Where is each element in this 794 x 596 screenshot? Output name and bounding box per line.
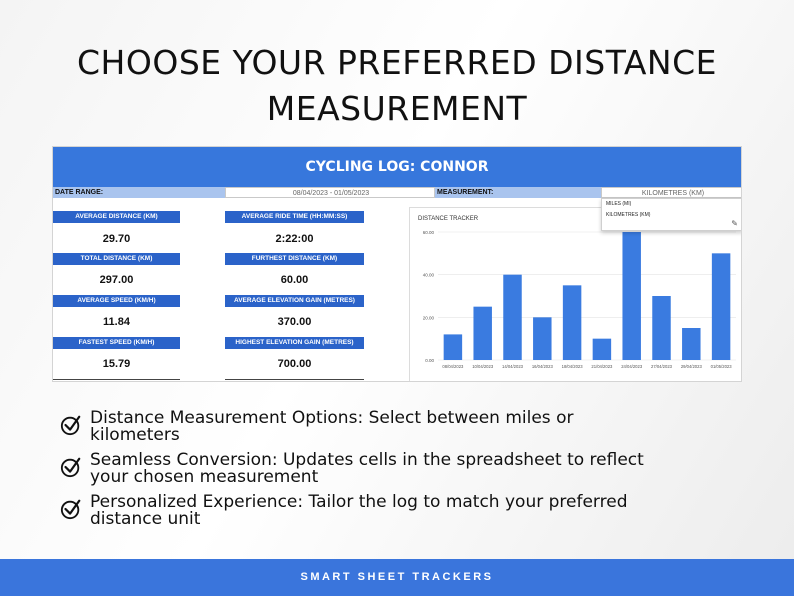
stat-value-avg-distance: 29.70 bbox=[102, 233, 131, 245]
bar bbox=[533, 317, 552, 360]
x-tick-label: 24/04/2023 bbox=[621, 364, 643, 369]
feature-text-line-1: Personalized Experience: Tailor the log … bbox=[90, 492, 628, 512]
stat-divider bbox=[225, 379, 364, 380]
y-tick-label: 60.00 bbox=[423, 230, 435, 235]
bar bbox=[682, 328, 701, 360]
x-tick-label: 14/04/2023 bbox=[502, 364, 524, 369]
headline-line-2: MEASUREMENT bbox=[266, 89, 528, 128]
feature-text-line-2: kilometers bbox=[90, 425, 180, 445]
bar bbox=[443, 334, 463, 360]
bar bbox=[592, 338, 612, 360]
headline: CHOOSE YOUR PREFERRED DISTANCE MEASUREME… bbox=[0, 40, 794, 132]
bar bbox=[652, 296, 671, 360]
stat-label-furthest-distance: FURTHEST DISTANCE (KM) bbox=[225, 253, 364, 265]
date-range-label: DATE RANGE: bbox=[53, 187, 225, 198]
sheet-title: CYCLING LOG: CONNOR bbox=[53, 147, 741, 187]
stat-label-avg-speed: AVERAGE SPEED (KM/H) bbox=[53, 295, 180, 307]
x-tick-label: 21/04/2023 bbox=[591, 364, 613, 369]
x-tick-label: 16/04/2023 bbox=[532, 364, 554, 369]
meta-row: DATE RANGE: 08/04/2023 - 01/05/2023 MEAS… bbox=[53, 187, 741, 198]
stat-value-furthest-distance: 60.00 bbox=[280, 274, 309, 286]
stat-value-fastest-speed: 15.79 bbox=[102, 358, 131, 370]
bar bbox=[562, 285, 582, 360]
headline-line-1: CHOOSE YOUR PREFERRED DISTANCE bbox=[77, 43, 717, 82]
stat-label-highest-elevation: HIGHEST ELEVATION GAIN (METRES) bbox=[225, 337, 364, 349]
dropdown-option-miles[interactable]: MILES (MI) bbox=[606, 201, 632, 207]
stat-value-total-distance: 297.00 bbox=[99, 274, 134, 286]
feature-text-line-2: distance unit bbox=[90, 509, 201, 529]
stat-value-avg-speed: 11.84 bbox=[103, 316, 130, 328]
stat-divider bbox=[53, 379, 180, 380]
bar bbox=[503, 274, 522, 360]
feature-item: Personalized Experience: Tailor the log … bbox=[60, 494, 760, 528]
x-tick-label: 01/05/2023 bbox=[711, 364, 733, 369]
stat-label-fastest-speed: FASTEST SPEED (KM/H) bbox=[53, 337, 180, 349]
stat-value-highest-elevation: 700.00 bbox=[277, 358, 312, 370]
dropdown-option-kilometres[interactable]: KILOMETRES (KM) bbox=[606, 212, 651, 218]
measurement-dropdown[interactable]: MILES (MI) KILOMETRES (KM) ✎ bbox=[601, 198, 741, 231]
check-circle-icon bbox=[60, 415, 81, 436]
bar bbox=[711, 253, 731, 360]
x-tick-label: 27/04/2023 bbox=[651, 364, 673, 369]
y-tick-label: 0.00 bbox=[425, 358, 434, 363]
feature-item: Distance Measurement Options: Select bet… bbox=[60, 410, 760, 444]
stat-label-avg-distance: AVERAGE DISTANCE (KM) bbox=[53, 211, 180, 223]
stat-value-avg-elevation: 370.00 bbox=[277, 316, 312, 328]
stat-label-avg-elevation: AVERAGE ELEVATION GAIN (METRES) bbox=[225, 295, 364, 307]
measurement-select[interactable]: KILOMETRES (KM) bbox=[601, 187, 741, 198]
x-tick-label: 10/04/2023 bbox=[472, 364, 494, 369]
stat-value-avg-ride-time: 2:22:00 bbox=[275, 233, 314, 245]
feature-item: Seamless Conversion: Updates cells in th… bbox=[60, 452, 760, 486]
y-tick-label: 40.00 bbox=[423, 273, 435, 278]
feature-list: Distance Measurement Options: Select bet… bbox=[60, 410, 760, 536]
footer-banner: SMART SHEET TRACKERS bbox=[0, 559, 794, 596]
bar bbox=[622, 232, 641, 360]
x-tick-label: 18/04/2023 bbox=[562, 364, 584, 369]
check-circle-icon bbox=[60, 499, 81, 520]
date-range-field[interactable]: 08/04/2023 - 01/05/2023 bbox=[225, 187, 435, 198]
bar bbox=[473, 306, 492, 360]
chart-title: DISTANCE TRACKER bbox=[418, 216, 479, 222]
distance-bar-chart: 0.00 20.00 40.00 60.00 08/04/2023 10/04/2023 1… bbox=[423, 230, 736, 369]
stat-label-avg-ride-time: AVERAGE RIDE TIME (HH:MM:SS) bbox=[225, 211, 364, 223]
stat-label-total-distance: TOTAL DISTANCE (KM) bbox=[53, 253, 180, 265]
y-tick-label: 20.00 bbox=[423, 315, 435, 320]
feature-text-line-2: your chosen measurement bbox=[90, 467, 319, 487]
feature-text-line-1: Seamless Conversion: Updates cells in th… bbox=[90, 450, 644, 470]
x-tick-label: 29/04/2023 bbox=[681, 364, 703, 369]
spreadsheet-preview: CYCLING LOG: CONNOR DATE RANGE: 08/04/20… bbox=[52, 146, 742, 382]
x-tick-label: 08/04/2023 bbox=[442, 364, 464, 369]
check-circle-icon bbox=[60, 457, 81, 478]
pencil-icon[interactable]: ✎ bbox=[731, 219, 738, 228]
distance-chart-panel: DISTANCE TRACKER 0.00 20.00 40.00 60.00 08/0… bbox=[409, 207, 741, 381]
feature-text-line-1: Distance Measurement Options: Select bet… bbox=[90, 408, 574, 428]
measurement-label: MEASUREMENT: bbox=[435, 187, 601, 198]
